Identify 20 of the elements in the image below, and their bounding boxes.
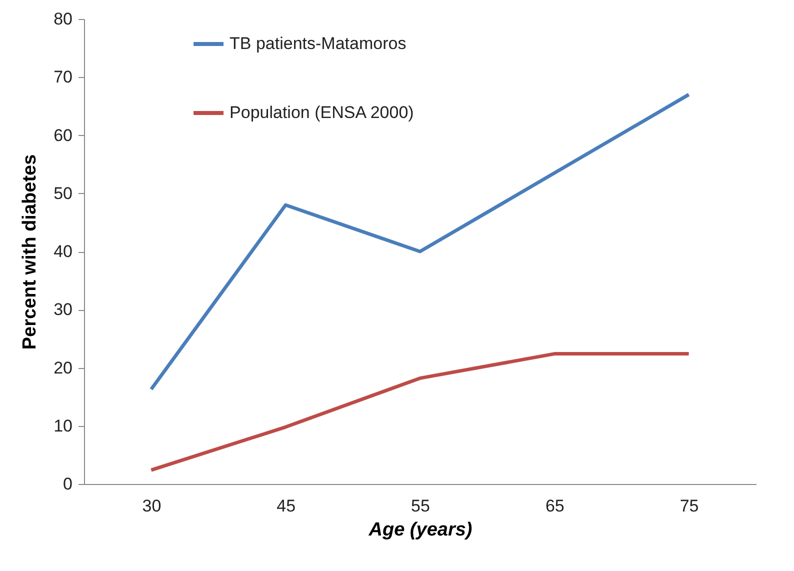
y-tick-label: 20: [54, 358, 72, 378]
y-tick-label: 0: [63, 474, 72, 494]
legend-label: TB patients-Matamoros: [230, 34, 406, 53]
x-tick-label: 65: [545, 496, 564, 516]
y-axis-title: Percent with diabetes: [20, 154, 41, 350]
x-tick-label: 30: [142, 496, 162, 516]
y-tick-label: 40: [54, 242, 72, 261]
x-tick-label: 45: [276, 496, 296, 516]
y-tick-label: 80: [54, 10, 72, 28]
x-tick-label: 75: [680, 496, 699, 516]
y-tick-label: 30: [54, 300, 72, 320]
x-axis-title: Age (years): [368, 520, 472, 540]
line-series: [149, 352, 691, 472]
y-tick-label: 60: [54, 126, 72, 145]
x-tick-label: 55: [411, 496, 430, 516]
y-tick-label: 10: [54, 416, 72, 436]
line-series: [149, 92, 691, 392]
legend-label: Population (ENSA 2000): [230, 103, 414, 122]
y-tick-label: 50: [54, 184, 72, 203]
y-tick-label: 70: [54, 68, 72, 87]
